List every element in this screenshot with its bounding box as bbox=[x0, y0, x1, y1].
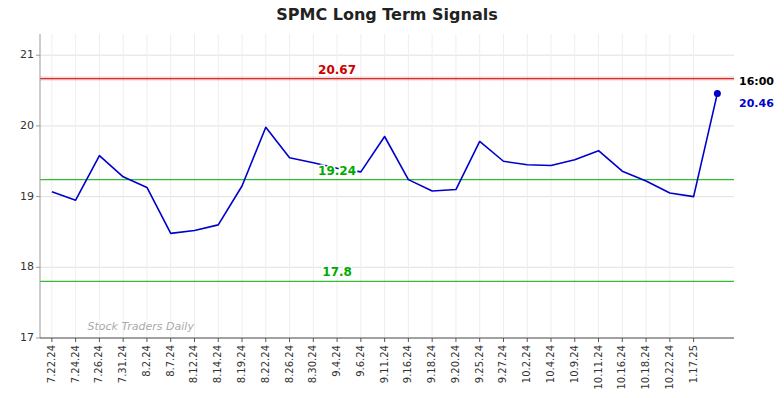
x-tick bbox=[503, 338, 504, 342]
x-tick-label: 10.11.24 bbox=[593, 345, 604, 390]
plot-area bbox=[52, 90, 721, 233]
reference-line bbox=[40, 179, 734, 180]
last-value-label: 20.46 bbox=[739, 97, 774, 110]
x-tick-label: 8.12.24 bbox=[188, 345, 199, 383]
x-tick-label: 1.17.25 bbox=[688, 345, 699, 383]
x-tick-label: 9.18.24 bbox=[426, 345, 437, 383]
x-tick-label: 8.22.24 bbox=[260, 345, 271, 383]
y-grid-line bbox=[40, 55, 734, 56]
x-tick bbox=[527, 338, 528, 342]
x-tick bbox=[693, 338, 694, 342]
chart: SPMC Long Term Signals Stock Traders Dail… bbox=[0, 0, 784, 398]
x-tick-label: 10.18.24 bbox=[640, 345, 651, 390]
y-grid-line bbox=[40, 196, 734, 197]
last-point bbox=[714, 90, 721, 97]
reference-label: 19.24 bbox=[318, 164, 356, 178]
y-tick bbox=[36, 338, 40, 339]
y-tick-label: 19 bbox=[20, 190, 34, 203]
x-tick bbox=[337, 338, 338, 342]
y-tick-label: 17 bbox=[20, 331, 34, 344]
y-grid-line bbox=[40, 125, 734, 126]
x-tick bbox=[479, 338, 480, 342]
reference-label: 20.67 bbox=[318, 63, 356, 77]
x-tick-label: 8.30.24 bbox=[307, 345, 318, 383]
x-tick-label: 8.19.24 bbox=[236, 345, 247, 383]
reference-lines bbox=[40, 76, 734, 281]
x-tick-label: 9.16.24 bbox=[402, 345, 413, 383]
x-tick bbox=[170, 338, 171, 342]
x-tick bbox=[194, 338, 195, 342]
x-tick-label: 7.26.24 bbox=[93, 345, 104, 383]
reference-line bbox=[40, 78, 734, 79]
x-tick bbox=[265, 338, 266, 342]
y-grid-line bbox=[40, 338, 734, 339]
x-tick bbox=[574, 338, 575, 342]
x-tick-label: 9.4.24 bbox=[331, 345, 342, 377]
x-tick-label: 10.16.24 bbox=[616, 345, 627, 390]
x-tick bbox=[289, 338, 290, 342]
x-tick bbox=[123, 338, 124, 342]
x-tick-label: 9.20.24 bbox=[450, 345, 461, 383]
y-tick-label: 18 bbox=[20, 260, 34, 273]
x-axis-line bbox=[40, 338, 734, 339]
x-tick-label: 8.7.24 bbox=[165, 345, 176, 377]
x-tick-label: 8.2.24 bbox=[141, 345, 152, 377]
x-tick bbox=[218, 338, 219, 342]
x-tick-label: 8.26.24 bbox=[284, 345, 295, 383]
x-tick-label: 9.6.24 bbox=[355, 345, 366, 377]
x-tick-label: 10.2.24 bbox=[521, 345, 532, 383]
x-tick bbox=[550, 338, 551, 342]
x-tick-label: 7.31.24 bbox=[117, 345, 128, 383]
x-tick bbox=[622, 338, 623, 342]
x-tick bbox=[99, 338, 100, 342]
price-line bbox=[52, 93, 717, 233]
y-grid-line bbox=[40, 267, 734, 268]
last-time-label: 16:00 bbox=[739, 75, 774, 88]
reference-labels: 20.67 19.24 17.8 bbox=[318, 63, 356, 280]
x-tick bbox=[360, 338, 361, 342]
title: SPMC Long Term Signals bbox=[276, 5, 498, 24]
y-axis-line bbox=[40, 34, 41, 338]
y-tick bbox=[36, 196, 40, 197]
x-tick-label: 9.25.24 bbox=[474, 345, 485, 383]
x-tick bbox=[408, 338, 409, 342]
x-tick bbox=[598, 338, 599, 342]
y-tick-label: 20 bbox=[20, 119, 34, 132]
x-tick bbox=[51, 338, 52, 342]
x-tick bbox=[455, 338, 456, 342]
y-tick bbox=[36, 55, 40, 56]
y-tick bbox=[36, 267, 40, 268]
reference-line bbox=[40, 281, 734, 282]
reference-band bbox=[40, 76, 734, 80]
x-tick bbox=[146, 338, 147, 342]
x-tick bbox=[646, 338, 647, 342]
x-tick-label: 9.27.24 bbox=[497, 345, 508, 383]
watermark: Stock Traders Daily bbox=[88, 320, 195, 333]
y-tick bbox=[36, 125, 40, 126]
x-tick-label: 10.9.24 bbox=[569, 345, 580, 383]
x-tick bbox=[313, 338, 314, 342]
x-tick bbox=[242, 338, 243, 342]
x-tick bbox=[75, 338, 76, 342]
x-tick-label: 7.24.24 bbox=[70, 345, 81, 383]
x-tick bbox=[384, 338, 385, 342]
reference-label: 17.8 bbox=[322, 265, 352, 279]
grid bbox=[40, 34, 734, 338]
x-tick-label: 7.22.24 bbox=[46, 345, 57, 383]
x-tick-label: 8.14.24 bbox=[212, 345, 223, 383]
y-tick-label: 21 bbox=[20, 48, 34, 61]
x-tick-label: 9.11.24 bbox=[379, 345, 390, 383]
x-tick-label: 10.4.24 bbox=[545, 345, 556, 383]
x-tick bbox=[669, 338, 670, 342]
x-tick bbox=[432, 338, 433, 342]
axes: 17 18 19 20 21 7.22.24 7.24.24 7.26.24 7.31.24 8.… bbox=[20, 34, 734, 390]
x-tick-label: 10.22.24 bbox=[664, 345, 675, 390]
